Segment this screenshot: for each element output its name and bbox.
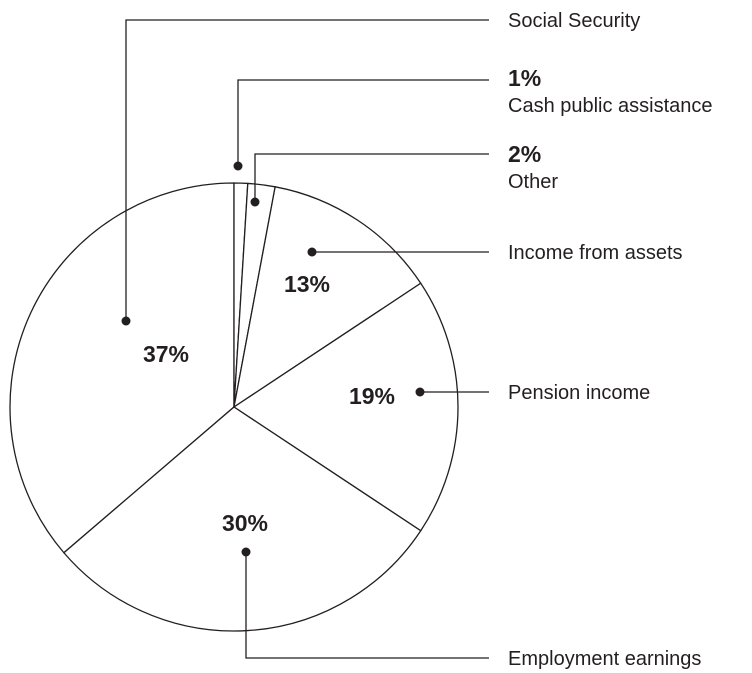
category-label-cash-public-assistance: Cash public assistance — [508, 95, 713, 117]
category-label-pension-income: Pension income — [508, 382, 650, 404]
callout-dot-pension-income — [415, 387, 425, 397]
leader-line-social-security — [125, 19, 489, 321]
slices-layer — [9, 182, 459, 632]
slice-employment-earnings — [62, 406, 422, 632]
category-label-social-security: Social Security — [508, 10, 640, 32]
callout-dot-social-security — [121, 316, 131, 326]
category-label-employment-earnings: Employment earnings — [508, 648, 701, 670]
category-label-other: Other — [508, 171, 558, 193]
callout-dot-income-from-assets — [307, 247, 317, 257]
value-label-pension-income: 19% — [349, 383, 395, 409]
leader-lines-layer — [121, 19, 489, 659]
leader-line-employment-earnings — [245, 552, 489, 659]
leader-line-other — [254, 153, 489, 202]
leader-line-cash-public-assistance — [237, 79, 489, 166]
labels-layer: 37% Social Security 1% Cash public assistan… — [143, 10, 713, 670]
value-label-cash-public-assistance: 1% — [508, 65, 541, 91]
slice-income-from-assets — [233, 186, 422, 409]
slice-pension-income — [232, 282, 459, 532]
slice-social-security — [9, 182, 235, 554]
value-label-social-security: 37% — [143, 341, 189, 367]
value-label-employment-earnings: 30% — [222, 510, 268, 536]
callout-dot-cash-public-assistance — [233, 161, 243, 171]
callout-dot-other — [250, 197, 260, 207]
value-label-income-from-assets: 13% — [284, 271, 330, 297]
callout-dot-employment-earnings — [241, 547, 251, 557]
value-label-other: 2% — [508, 141, 541, 167]
category-label-income-from-assets: Income from assets — [508, 242, 683, 264]
